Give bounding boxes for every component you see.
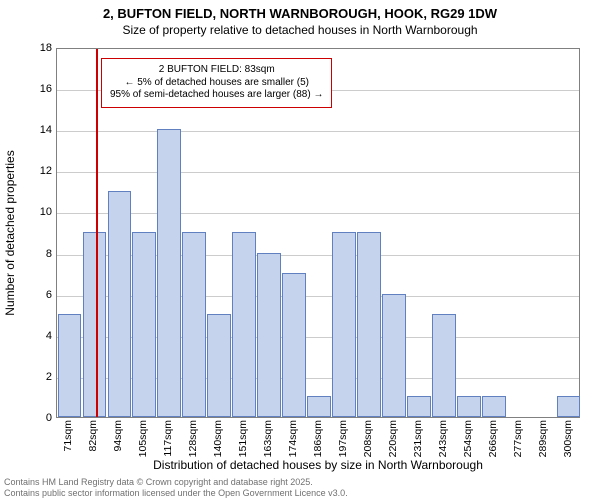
x-axis-label: Distribution of detached houses by size … [56,458,580,472]
x-tick-label: 220sqm [387,420,399,457]
histogram-bar [207,314,231,417]
x-tick-label: 151sqm [237,420,249,457]
x-tick-label: 128sqm [187,420,199,457]
histogram-bar [58,314,82,417]
y-tick-label: 2 [28,371,52,383]
chart-title: 2, BUFTON FIELD, NORTH WARNBOROUGH, HOOK… [0,6,600,21]
x-tick-label: 243sqm [437,420,449,457]
histogram-bar [257,253,281,417]
x-tick-label: 82sqm [87,420,99,452]
footer-line-2: Contains public sector information licen… [4,488,348,498]
x-tick-label: 117sqm [162,420,174,457]
attribution-footer: Contains HM Land Registry data © Crown c… [4,477,348,498]
histogram-bar [407,396,431,417]
x-tick-label: 208sqm [362,420,374,457]
histogram-bar [132,232,156,417]
histogram-bar [232,232,256,417]
x-tick-label: 197sqm [337,420,349,457]
x-tick-label: 163sqm [262,420,274,457]
y-tick-label: 18 [28,42,52,54]
histogram-bar [482,396,506,417]
x-tick-label: 71sqm [62,420,74,452]
y-tick-label: 6 [28,289,52,301]
histogram-bar [332,232,356,417]
x-tick-label: 289sqm [537,420,549,457]
chart-title-block: 2, BUFTON FIELD, NORTH WARNBOROUGH, HOOK… [0,0,600,37]
chart-plot-area: 2 BUFTON FIELD: 83sqm← 5% of detached ho… [56,48,580,418]
gridline [57,213,579,214]
reference-line [96,49,98,417]
gridline [57,172,579,173]
histogram-bar [432,314,456,417]
y-tick-label: 0 [28,412,52,424]
histogram-bar [83,232,107,417]
histogram-bar [182,232,206,417]
histogram-bar [157,129,181,417]
x-tick-label: 300sqm [562,420,574,457]
annotation-box: 2 BUFTON FIELD: 83sqm← 5% of detached ho… [101,58,332,108]
annotation-line: ← 5% of detached houses are smaller (5) [110,77,323,90]
y-tick-label: 10 [28,206,52,218]
x-tick-label: 140sqm [212,420,224,457]
x-tick-label: 174sqm [287,420,299,457]
y-tick-label: 14 [28,124,52,136]
histogram-bar [307,396,331,417]
chart-subtitle: Size of property relative to detached ho… [0,23,600,37]
x-tick-label: 231sqm [412,420,424,457]
gridline [57,131,579,132]
y-tick-label: 16 [28,83,52,95]
y-axis-label: Number of detached properties [3,150,17,315]
x-tick-label: 254sqm [462,420,474,457]
histogram-bar [457,396,481,417]
annotation-line: 95% of semi-detached houses are larger (… [110,89,323,102]
x-tick-label: 277sqm [512,420,524,457]
histogram-bar [282,273,306,417]
y-tick-label: 8 [28,248,52,260]
histogram-bar [108,191,132,417]
x-tick-label: 105sqm [137,420,149,457]
x-tick-label: 266sqm [487,420,499,457]
histogram-bar [357,232,381,417]
histogram-bar [557,396,581,417]
x-tick-label: 186sqm [312,420,324,457]
footer-line-1: Contains HM Land Registry data © Crown c… [4,477,348,487]
annotation-line: 2 BUFTON FIELD: 83sqm [110,64,323,77]
histogram-bar [382,294,406,417]
y-tick-label: 4 [28,330,52,342]
x-tick-label: 94sqm [112,420,124,452]
y-tick-label: 12 [28,165,52,177]
